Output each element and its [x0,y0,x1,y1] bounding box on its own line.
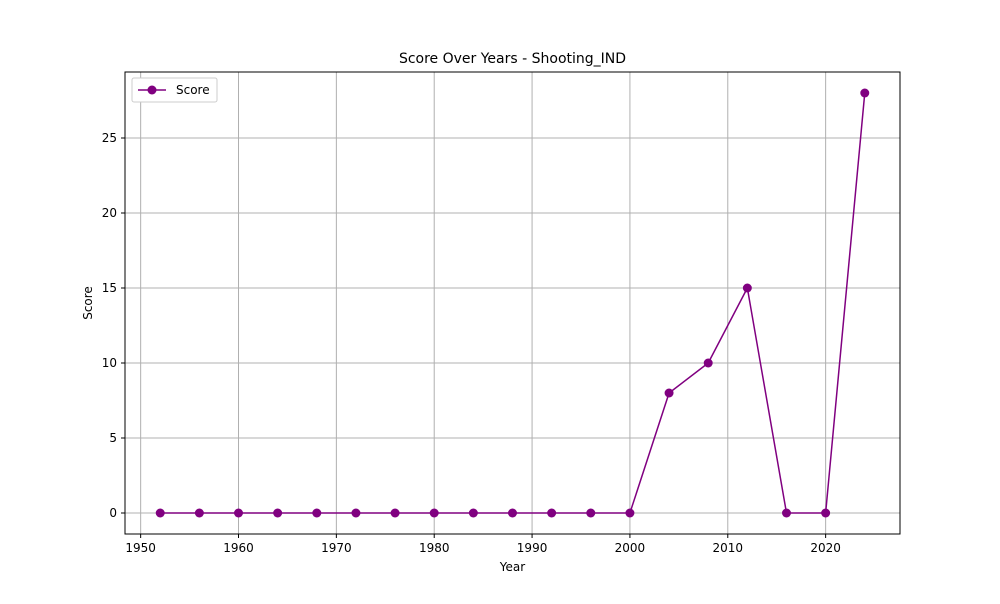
data-point [508,508,517,518]
data-point [312,508,322,518]
data-point [547,508,557,518]
data-point [468,508,478,518]
data-point [625,508,635,518]
y-tick-label: 25 [102,131,117,145]
legend-frame [131,77,218,103]
y-tick-label: 10 [102,356,117,370]
data-point [664,388,674,398]
x-tick-label: 1990 [517,541,548,555]
x-tick-label: 2010 [713,541,744,555]
data-point [703,358,713,368]
data-point [390,508,400,518]
x-tick-label: 2020 [810,541,841,555]
x-tick-label: 2000 [615,541,646,555]
data-point [155,508,165,518]
y-axis-label: Score [81,286,95,320]
data-point [234,508,244,518]
data-point [586,508,596,518]
y-tick-label: 15 [102,281,117,295]
data-point [860,88,870,98]
x-tick-label: 1960 [223,541,254,555]
legend-label-score: Score [176,83,210,97]
plot-area-frame [124,71,901,535]
x-tick-label: 1980 [419,541,450,555]
data-point [781,508,791,518]
data-point [273,508,283,518]
data-point [351,508,361,518]
data-point [429,508,439,518]
data-point [821,508,831,518]
grid [125,72,900,534]
x-tick-label: 1970 [321,541,352,555]
x-tick-label: 1950 [125,541,156,555]
data-point [742,283,752,293]
x-axis-label: Year [499,560,525,574]
y-tick-label: 5 [109,431,117,445]
series-line-score [160,92,866,514]
chart-title: Score Over Years - Shooting_IND [399,51,626,67]
y-tick-label: 0 [109,506,117,520]
legend-marker-sample [147,85,157,95]
data-point [194,508,204,518]
series-layer [155,88,870,518]
axis-ticks: 1950 1960 1970 1980 1990 2000 2010 2020 0 5 10 15 20… [102,131,841,555]
y-tick-label: 20 [102,206,117,220]
legend: Score [131,77,218,103]
